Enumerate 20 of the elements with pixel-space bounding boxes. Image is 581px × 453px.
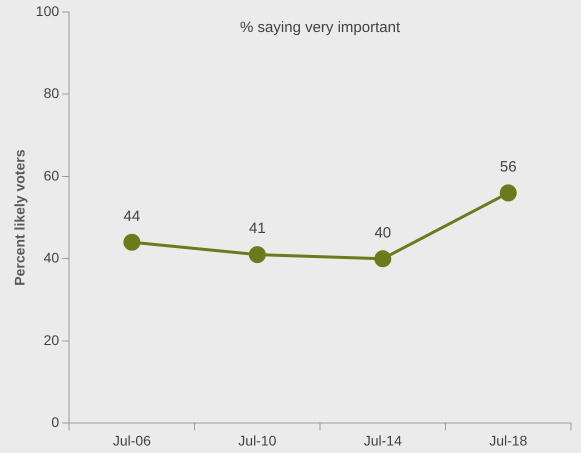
y-tick-label: 0 (51, 414, 60, 430)
data-label: 41 (249, 220, 266, 238)
point (500, 184, 517, 202)
point (248, 246, 266, 264)
data-label: 56 (500, 158, 517, 176)
point (374, 250, 392, 268)
y-axis-title: Percent likely voters (11, 149, 28, 286)
y-tick-label: 20 (44, 332, 60, 348)
y-tick-label: 80 (44, 85, 60, 102)
y-tick-label: 40 (44, 250, 60, 266)
data-label: 44 (124, 208, 140, 225)
point (123, 234, 140, 251)
y-tick-label: 100 (36, 2, 60, 19)
data-label: 40 (374, 224, 392, 242)
x-tick-label: Jul-18 (489, 432, 528, 448)
x-tick-label: Jul-14 (364, 432, 402, 448)
text: % saying very important (240, 19, 401, 36)
y-tick-label: 60 (44, 167, 60, 184)
x-tick-label: Jul-06 (112, 432, 152, 448)
x-tick-label: Jul-10 (238, 432, 277, 448)
